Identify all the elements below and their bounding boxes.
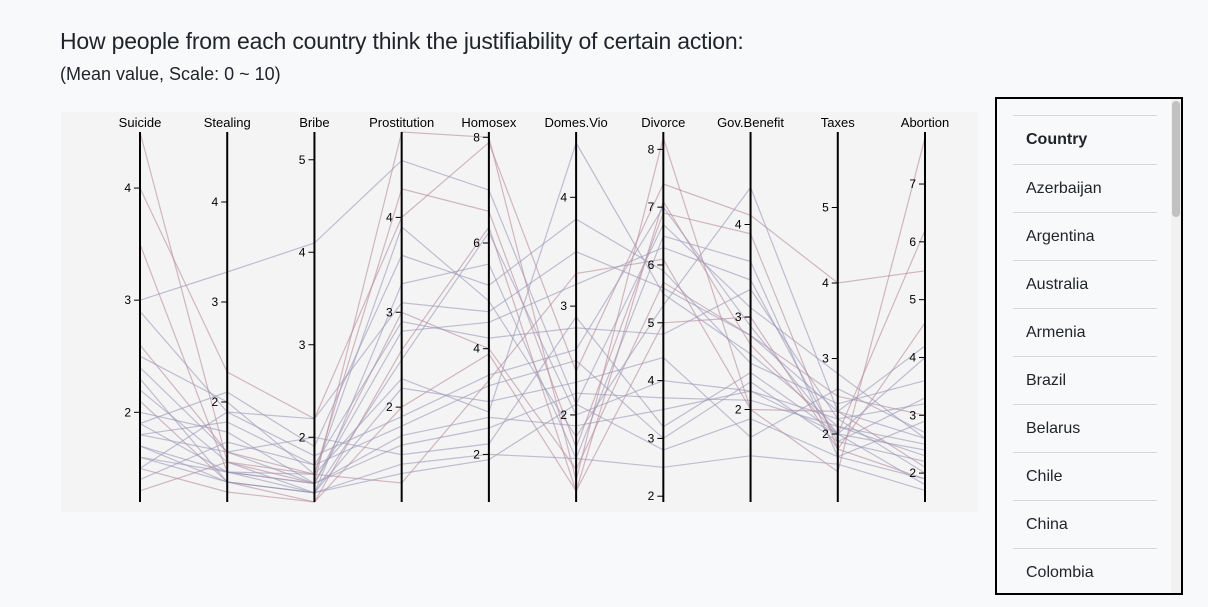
axis-label: Homosex — [461, 115, 516, 130]
country-row[interactable]: Azerbaijan — [1013, 165, 1157, 213]
tick-label: 2 — [299, 430, 306, 444]
tick-label: 3 — [386, 305, 393, 319]
tick-label: 2 — [473, 447, 480, 461]
plot-background — [61, 112, 978, 512]
tick-label: 2 — [124, 405, 131, 419]
tick-label: 3 — [124, 293, 131, 307]
tick-label: 4 — [560, 190, 567, 204]
country-line-21[interactable] — [139, 188, 926, 476]
country-row[interactable]: Armenia — [1013, 309, 1157, 357]
country-line-19[interactable] — [139, 288, 926, 466]
scrollbar-thumb[interactable] — [1172, 101, 1180, 217]
tick-label: 4 — [212, 195, 219, 209]
tick-label: 4 — [909, 350, 916, 364]
scrollbar[interactable] — [1171, 99, 1181, 593]
tick-label: 4 — [735, 218, 742, 232]
axes: Suicide 2 3 4 Stealing 2 3 4 Bribe 2 3 4 5 Prostituti… — [119, 115, 950, 503]
chart-subtitle: (Mean value, Scale: 0 ~ 10) — [60, 64, 281, 84]
tick-label: 2 — [560, 408, 567, 422]
tick-label: 3 — [735, 310, 742, 324]
country-line-22[interactable] — [139, 403, 926, 494]
tick-label: 7 — [648, 200, 655, 214]
country-row[interactable]: China — [1013, 501, 1157, 549]
country-list: Country Azerbaijan Argentina Australia A… — [1013, 115, 1157, 593]
tick-label: 6 — [648, 258, 655, 272]
country-row[interactable]: Brazil — [1013, 357, 1157, 405]
axis-label: Stealing — [204, 115, 251, 130]
tick-label: 5 — [648, 316, 655, 330]
tick-label: 4 — [124, 181, 131, 195]
axis-label: Abortion — [901, 115, 949, 130]
axis-label: Prostitution — [369, 115, 434, 130]
tick-label: 3 — [299, 338, 306, 352]
tick-label: 2 — [735, 403, 742, 417]
tick-label: 6 — [473, 236, 480, 250]
tick-label: 3 — [560, 299, 567, 313]
country-line-11[interactable] — [139, 315, 926, 486]
tick-label: 3 — [212, 295, 219, 309]
country-line-1[interactable] — [139, 141, 926, 420]
tick-label: 2 — [212, 395, 219, 409]
country-line-15[interactable] — [139, 359, 926, 481]
country-row[interactable]: Colombia — [1013, 549, 1157, 593]
axis-label: Suicide — [119, 115, 162, 130]
country-line-14[interactable] — [139, 199, 926, 503]
country-table-panel[interactable]: Country Azerbaijan Argentina Australia A… — [995, 97, 1183, 595]
axis-label: Domes.Vio — [544, 115, 607, 130]
tick-label: 3 — [909, 408, 916, 422]
tick-label: 8 — [648, 142, 655, 156]
tick-label: 6 — [909, 235, 916, 249]
tick-label: 2 — [909, 466, 916, 480]
tick-label: 4 — [822, 276, 829, 290]
country-line-10[interactable] — [139, 235, 926, 494]
tick-label: 5 — [822, 201, 829, 215]
chart-title: How people from each country think the j… — [60, 28, 744, 54]
country-row[interactable]: Chile — [1013, 453, 1157, 501]
tick-label: 4 — [648, 374, 655, 388]
country-line-16[interactable] — [139, 131, 926, 492]
tick-label: 5 — [909, 293, 916, 307]
country-line-23[interactable] — [139, 251, 926, 469]
tick-label: 4 — [299, 245, 306, 259]
tick-label: 8 — [473, 130, 480, 144]
data-lines — [139, 131, 926, 503]
axis-label: Taxes — [821, 115, 855, 130]
tick-label: 2 — [822, 427, 829, 441]
country-row[interactable]: Australia — [1013, 261, 1157, 309]
axis-label: Gov.Benefit — [717, 115, 784, 130]
country-column-header[interactable]: Country — [1013, 115, 1157, 165]
tick-label: 2 — [648, 489, 655, 503]
tick-label: 3 — [822, 352, 829, 366]
tick-label: 4 — [473, 342, 480, 356]
country-line-20[interactable] — [139, 390, 926, 485]
tick-label: 3 — [648, 431, 655, 445]
tick-label: 4 — [386, 210, 393, 224]
country-line-6[interactable] — [139, 246, 926, 485]
tick-label: 5 — [299, 153, 306, 167]
country-line-17[interactable] — [139, 218, 926, 448]
tick-label: 2 — [386, 400, 393, 414]
axis-label: Divorce — [641, 115, 685, 130]
tick-label: 7 — [909, 177, 916, 191]
parallel-coordinates-chart: Suicide 2 3 4 Stealing 2 3 4 Bribe 2 3 4 5 Prostituti… — [61, 112, 978, 512]
country-row[interactable]: Belarus — [1013, 405, 1157, 453]
axis-label: Bribe — [299, 115, 329, 130]
country-row[interactable]: Argentina — [1013, 213, 1157, 261]
